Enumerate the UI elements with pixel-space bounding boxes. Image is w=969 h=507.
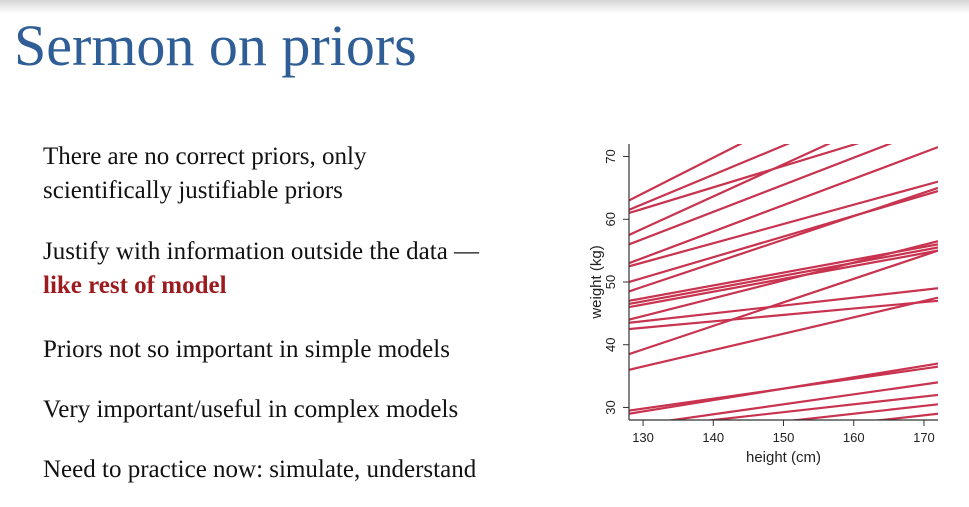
prior-lines-chart: 130 140 150 160 170 30 40 50 60 70 height (cm) weig… <box>588 144 938 466</box>
prior-line <box>629 144 893 246</box>
prior-line <box>629 186 938 293</box>
prior-line <box>629 249 938 309</box>
x-tick-label: 130 <box>632 430 654 445</box>
bullet-item: There are no correct priors, only scient… <box>43 140 366 208</box>
bullet-text: There are no correct priors, only <box>43 143 367 170</box>
bullet-text: scientifically justifiable priors <box>43 177 343 204</box>
top-shadow <box>0 0 969 14</box>
y-tick-label: 70 <box>603 149 618 163</box>
prior-line <box>629 287 938 324</box>
bullet-text: Very important/useful in complex models <box>43 396 459 423</box>
x-tick-label: 140 <box>702 430 724 445</box>
prior-line <box>629 144 860 215</box>
prior-line <box>629 144 831 236</box>
prior-line <box>629 180 938 268</box>
x-tick-label: 160 <box>843 430 865 445</box>
bullet-item: Need to practice now: simulate, understa… <box>43 453 476 487</box>
prior-line <box>629 296 938 371</box>
y-axis-title: weight (kg) <box>588 245 605 319</box>
prior-line <box>787 403 938 420</box>
prior-line <box>629 362 938 415</box>
prior-line <box>629 144 791 211</box>
prior-line <box>629 144 743 202</box>
x-axis-title: height (cm) <box>746 449 821 466</box>
prior-line <box>629 246 938 306</box>
y-tick-label: 30 <box>603 400 618 414</box>
slide-title: Sermon on priors <box>14 13 417 78</box>
bullet-item: Very important/useful in complex models <box>43 393 458 427</box>
prior-line <box>665 381 938 420</box>
bullet-item: Justify with information outside the dat… <box>43 235 479 303</box>
prior-line <box>629 240 938 321</box>
bullet-text: Need to practice now: simulate, understa… <box>43 456 477 483</box>
bullet-emphasis: like rest of model <box>43 272 227 299</box>
x-tick-label: 150 <box>773 430 795 445</box>
bullet-text: Justify with information outside the dat… <box>43 238 480 265</box>
prior-line <box>629 249 938 356</box>
bullet-text: Priors not so important in simple models <box>43 336 450 363</box>
y-tick-label: 50 <box>603 275 618 289</box>
y-tick-label: 40 <box>603 337 618 351</box>
series-group <box>629 144 938 420</box>
y-tick-label: 60 <box>603 212 618 226</box>
prior-line <box>629 299 938 331</box>
prior-line <box>629 146 938 265</box>
x-tick-label: 170 <box>913 430 935 445</box>
prior-line <box>703 393 938 420</box>
bullet-item: Priors not so important in simple models <box>43 333 450 367</box>
